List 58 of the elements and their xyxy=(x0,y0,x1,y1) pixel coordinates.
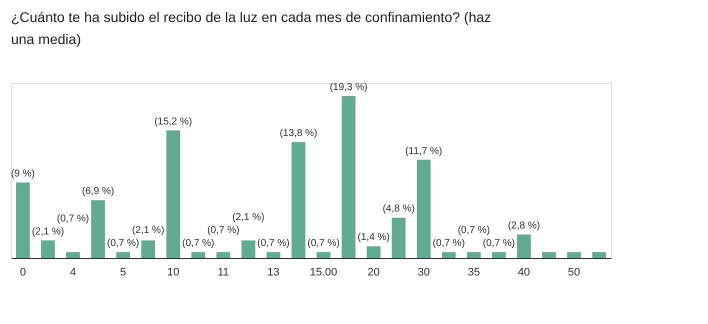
bar xyxy=(567,252,581,258)
bar xyxy=(166,130,180,258)
x-tick-label: 15.00 xyxy=(310,266,338,278)
data-label: (1,4 %) xyxy=(358,232,390,244)
data-label: (0,7 %) xyxy=(182,238,214,250)
chart-title: ¿Cuánto te ha subido el recibo de la luz en cada mes de confinamiento? (haz una media) xyxy=(10,8,492,47)
bar xyxy=(592,252,606,258)
data-label: (2,1 %) xyxy=(32,226,64,238)
x-tick-label: 20 xyxy=(368,266,380,278)
data-label: (0,7 %) xyxy=(482,238,516,250)
x-tick-label: 30 xyxy=(418,266,430,278)
data-label: (0,7 %) xyxy=(106,238,140,250)
bar xyxy=(41,240,55,258)
bar xyxy=(66,252,80,258)
data-label: (13,8 %) xyxy=(280,128,318,140)
bar xyxy=(342,96,356,258)
bar xyxy=(316,252,330,258)
x-tick-label: 13 xyxy=(267,266,280,278)
bar xyxy=(116,252,130,258)
data-label: (6,9 %) xyxy=(82,186,114,198)
data-label: (19,3 %) xyxy=(330,82,368,93)
data-label: (0,7 %) xyxy=(207,225,240,236)
bar xyxy=(141,240,156,258)
bar xyxy=(266,252,280,258)
bar xyxy=(366,246,381,258)
data-label: (0,7 %) xyxy=(56,213,90,224)
bar xyxy=(416,160,431,258)
bar xyxy=(466,252,481,258)
data-label: (2,1 %) xyxy=(132,225,164,236)
data-label: (4,8 %) xyxy=(382,204,415,215)
x-tick-label: 10 xyxy=(167,266,180,278)
bar xyxy=(517,234,531,258)
bar xyxy=(542,252,556,258)
x-tick-label: 5 xyxy=(120,266,126,278)
bar xyxy=(392,218,406,258)
bar xyxy=(241,240,256,258)
bar xyxy=(91,200,105,258)
bar xyxy=(16,182,30,258)
bar xyxy=(492,252,506,258)
x-tick-label: 40 xyxy=(518,266,530,278)
data-label: (0,7 %) xyxy=(432,238,465,250)
data-label: (0,7 %) xyxy=(307,238,340,250)
bar xyxy=(442,252,456,258)
x-tick-label: 50 xyxy=(568,266,580,278)
data-label: (9 %) xyxy=(10,168,35,180)
data-label: (11,7 %) xyxy=(405,146,442,157)
bar xyxy=(216,252,230,258)
data-label: (0,7 %) xyxy=(458,225,490,236)
bar xyxy=(191,252,206,258)
data-label: (0,7 %) xyxy=(257,238,290,250)
x-tick-label: 35 xyxy=(468,266,480,278)
x-tick-label: 11 xyxy=(218,266,230,278)
x-tick-label: 4 xyxy=(70,266,76,278)
data-label: (15,2 %) xyxy=(154,116,192,128)
data-label: (2,1 %) xyxy=(232,212,264,224)
data-label: (2,8 %) xyxy=(508,220,540,232)
bar xyxy=(292,142,306,258)
x-tick-label: 0 xyxy=(20,266,26,278)
